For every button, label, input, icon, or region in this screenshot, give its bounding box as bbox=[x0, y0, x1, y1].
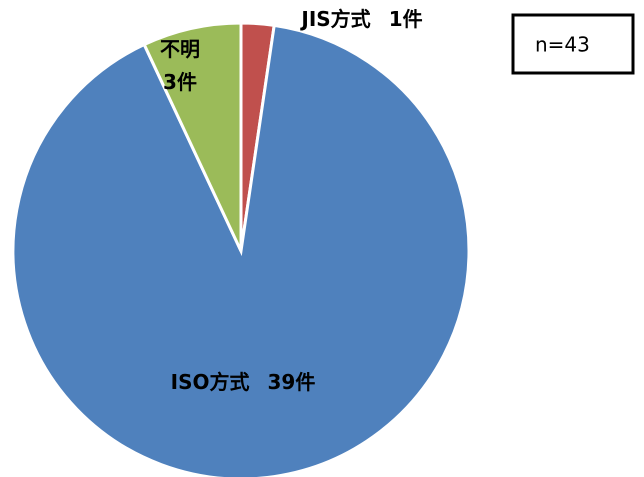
slice-value-label: 39件 bbox=[268, 370, 316, 394]
slice-value-label: 1件 bbox=[389, 7, 423, 31]
slice-label: JIS方式 1件 bbox=[299, 7, 422, 31]
slice-label: 不明 3件 bbox=[160, 37, 200, 94]
pie bbox=[11, 21, 471, 477]
pie-slice bbox=[142, 21, 243, 252]
slice-category: 不明 bbox=[160, 37, 200, 61]
slice-category: ISO方式 bbox=[171, 370, 250, 394]
annotation: n=43 bbox=[535, 33, 590, 57]
slice-label: ISO方式 39件 bbox=[171, 370, 316, 394]
annotation-box bbox=[511, 13, 635, 75]
labels: JIS方式 1件 ISO方式 39件 不明 3件 bbox=[160, 7, 423, 394]
slice-category: JIS方式 bbox=[299, 7, 370, 31]
slice-value-label: 3件 bbox=[163, 70, 197, 94]
